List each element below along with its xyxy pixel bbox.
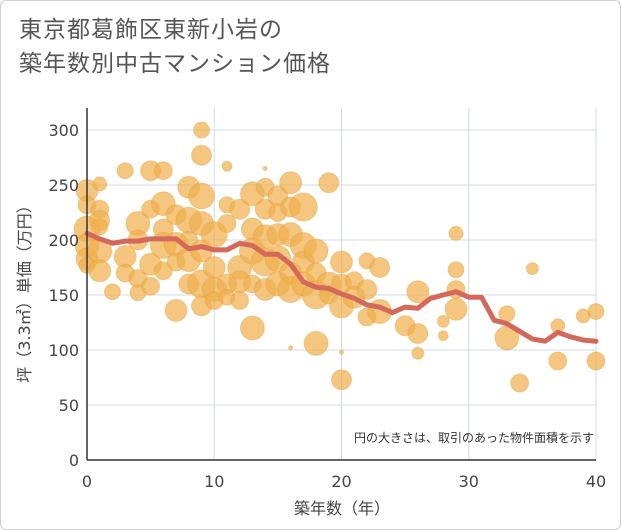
bubble-point bbox=[437, 330, 449, 342]
bubble-point bbox=[525, 262, 539, 276]
bubble-series bbox=[73, 121, 606, 393]
size-note: 円の大きさは、取引のあった物件面積を示す bbox=[354, 430, 594, 445]
bubble-point bbox=[407, 323, 429, 344]
x-tick-label: 40 bbox=[586, 472, 606, 491]
bubble-point bbox=[411, 346, 425, 360]
x-tick-label: 10 bbox=[204, 472, 224, 491]
chart-title: 東京都葛飾区東新小岩の 築年数別中古マンション価格 bbox=[19, 13, 331, 81]
bubble-point bbox=[141, 276, 161, 296]
y-tick-label: 200 bbox=[48, 231, 79, 250]
bubble-point bbox=[510, 373, 530, 393]
bubble-point bbox=[406, 280, 430, 304]
x-axis-label: 築年数（年） bbox=[294, 499, 390, 518]
bubble-point bbox=[587, 303, 605, 320]
y-axis-label: 坪（3.3㎡）単価（万円） bbox=[15, 197, 34, 382]
bubble-point bbox=[217, 214, 237, 233]
bubble-point bbox=[164, 298, 188, 322]
bubble-point bbox=[116, 162, 134, 180]
bubble-point bbox=[188, 182, 216, 210]
bubble-point bbox=[303, 238, 329, 264]
bubble-point bbox=[331, 369, 352, 391]
bubble-point bbox=[229, 198, 251, 220]
bubble-point bbox=[339, 349, 344, 355]
bubble-point bbox=[447, 261, 465, 279]
bubble-point bbox=[330, 250, 353, 274]
y-tick-label: 0 bbox=[69, 451, 79, 470]
bubble-point bbox=[92, 176, 108, 192]
bubble-point bbox=[279, 171, 303, 195]
bubble-point bbox=[444, 297, 468, 321]
axes bbox=[86, 108, 596, 461]
bubble-point bbox=[153, 261, 173, 281]
y-tick-labels: 0 50 100 150 200 250 300 bbox=[48, 121, 79, 470]
y-tick-label: 250 bbox=[48, 176, 79, 195]
x-tick-label: 20 bbox=[331, 472, 351, 491]
bubble-point bbox=[498, 305, 516, 323]
bubble-point bbox=[191, 144, 213, 166]
bubble-point bbox=[221, 160, 233, 172]
y-tick-label: 150 bbox=[48, 286, 79, 305]
bubble-point bbox=[586, 351, 606, 371]
y-tick-label: 50 bbox=[59, 396, 79, 415]
bubble-point bbox=[262, 166, 268, 171]
x-tick-label: 0 bbox=[82, 472, 92, 491]
title-line-1: 東京都葛飾区東新小岩の bbox=[19, 17, 283, 43]
bubble-point bbox=[303, 330, 329, 356]
bubble-point bbox=[91, 218, 109, 236]
bubble-point bbox=[103, 283, 121, 301]
bubble-point bbox=[193, 121, 211, 139]
bubble-point bbox=[318, 172, 340, 194]
bubble-point bbox=[369, 257, 391, 278]
bubble-point bbox=[153, 161, 173, 181]
bubble-point bbox=[88, 259, 112, 283]
bubble-point bbox=[239, 315, 265, 341]
trend-line bbox=[84, 230, 599, 344]
title-line-2: 築年数別中古マンション価格 bbox=[19, 51, 331, 77]
bubble-point bbox=[230, 291, 250, 310]
bubble-point bbox=[356, 279, 378, 300]
y-tick-label: 300 bbox=[48, 121, 79, 140]
y-tick-label: 100 bbox=[48, 341, 79, 360]
x-tick-label: 30 bbox=[459, 472, 479, 491]
bubble-point bbox=[548, 351, 568, 371]
bubble-point bbox=[448, 225, 464, 241]
x-tick-labels: 0 10 20 30 40 bbox=[82, 472, 606, 491]
bubble-point bbox=[288, 192, 318, 222]
bubble-point bbox=[436, 314, 450, 328]
bubble-point bbox=[288, 345, 294, 351]
